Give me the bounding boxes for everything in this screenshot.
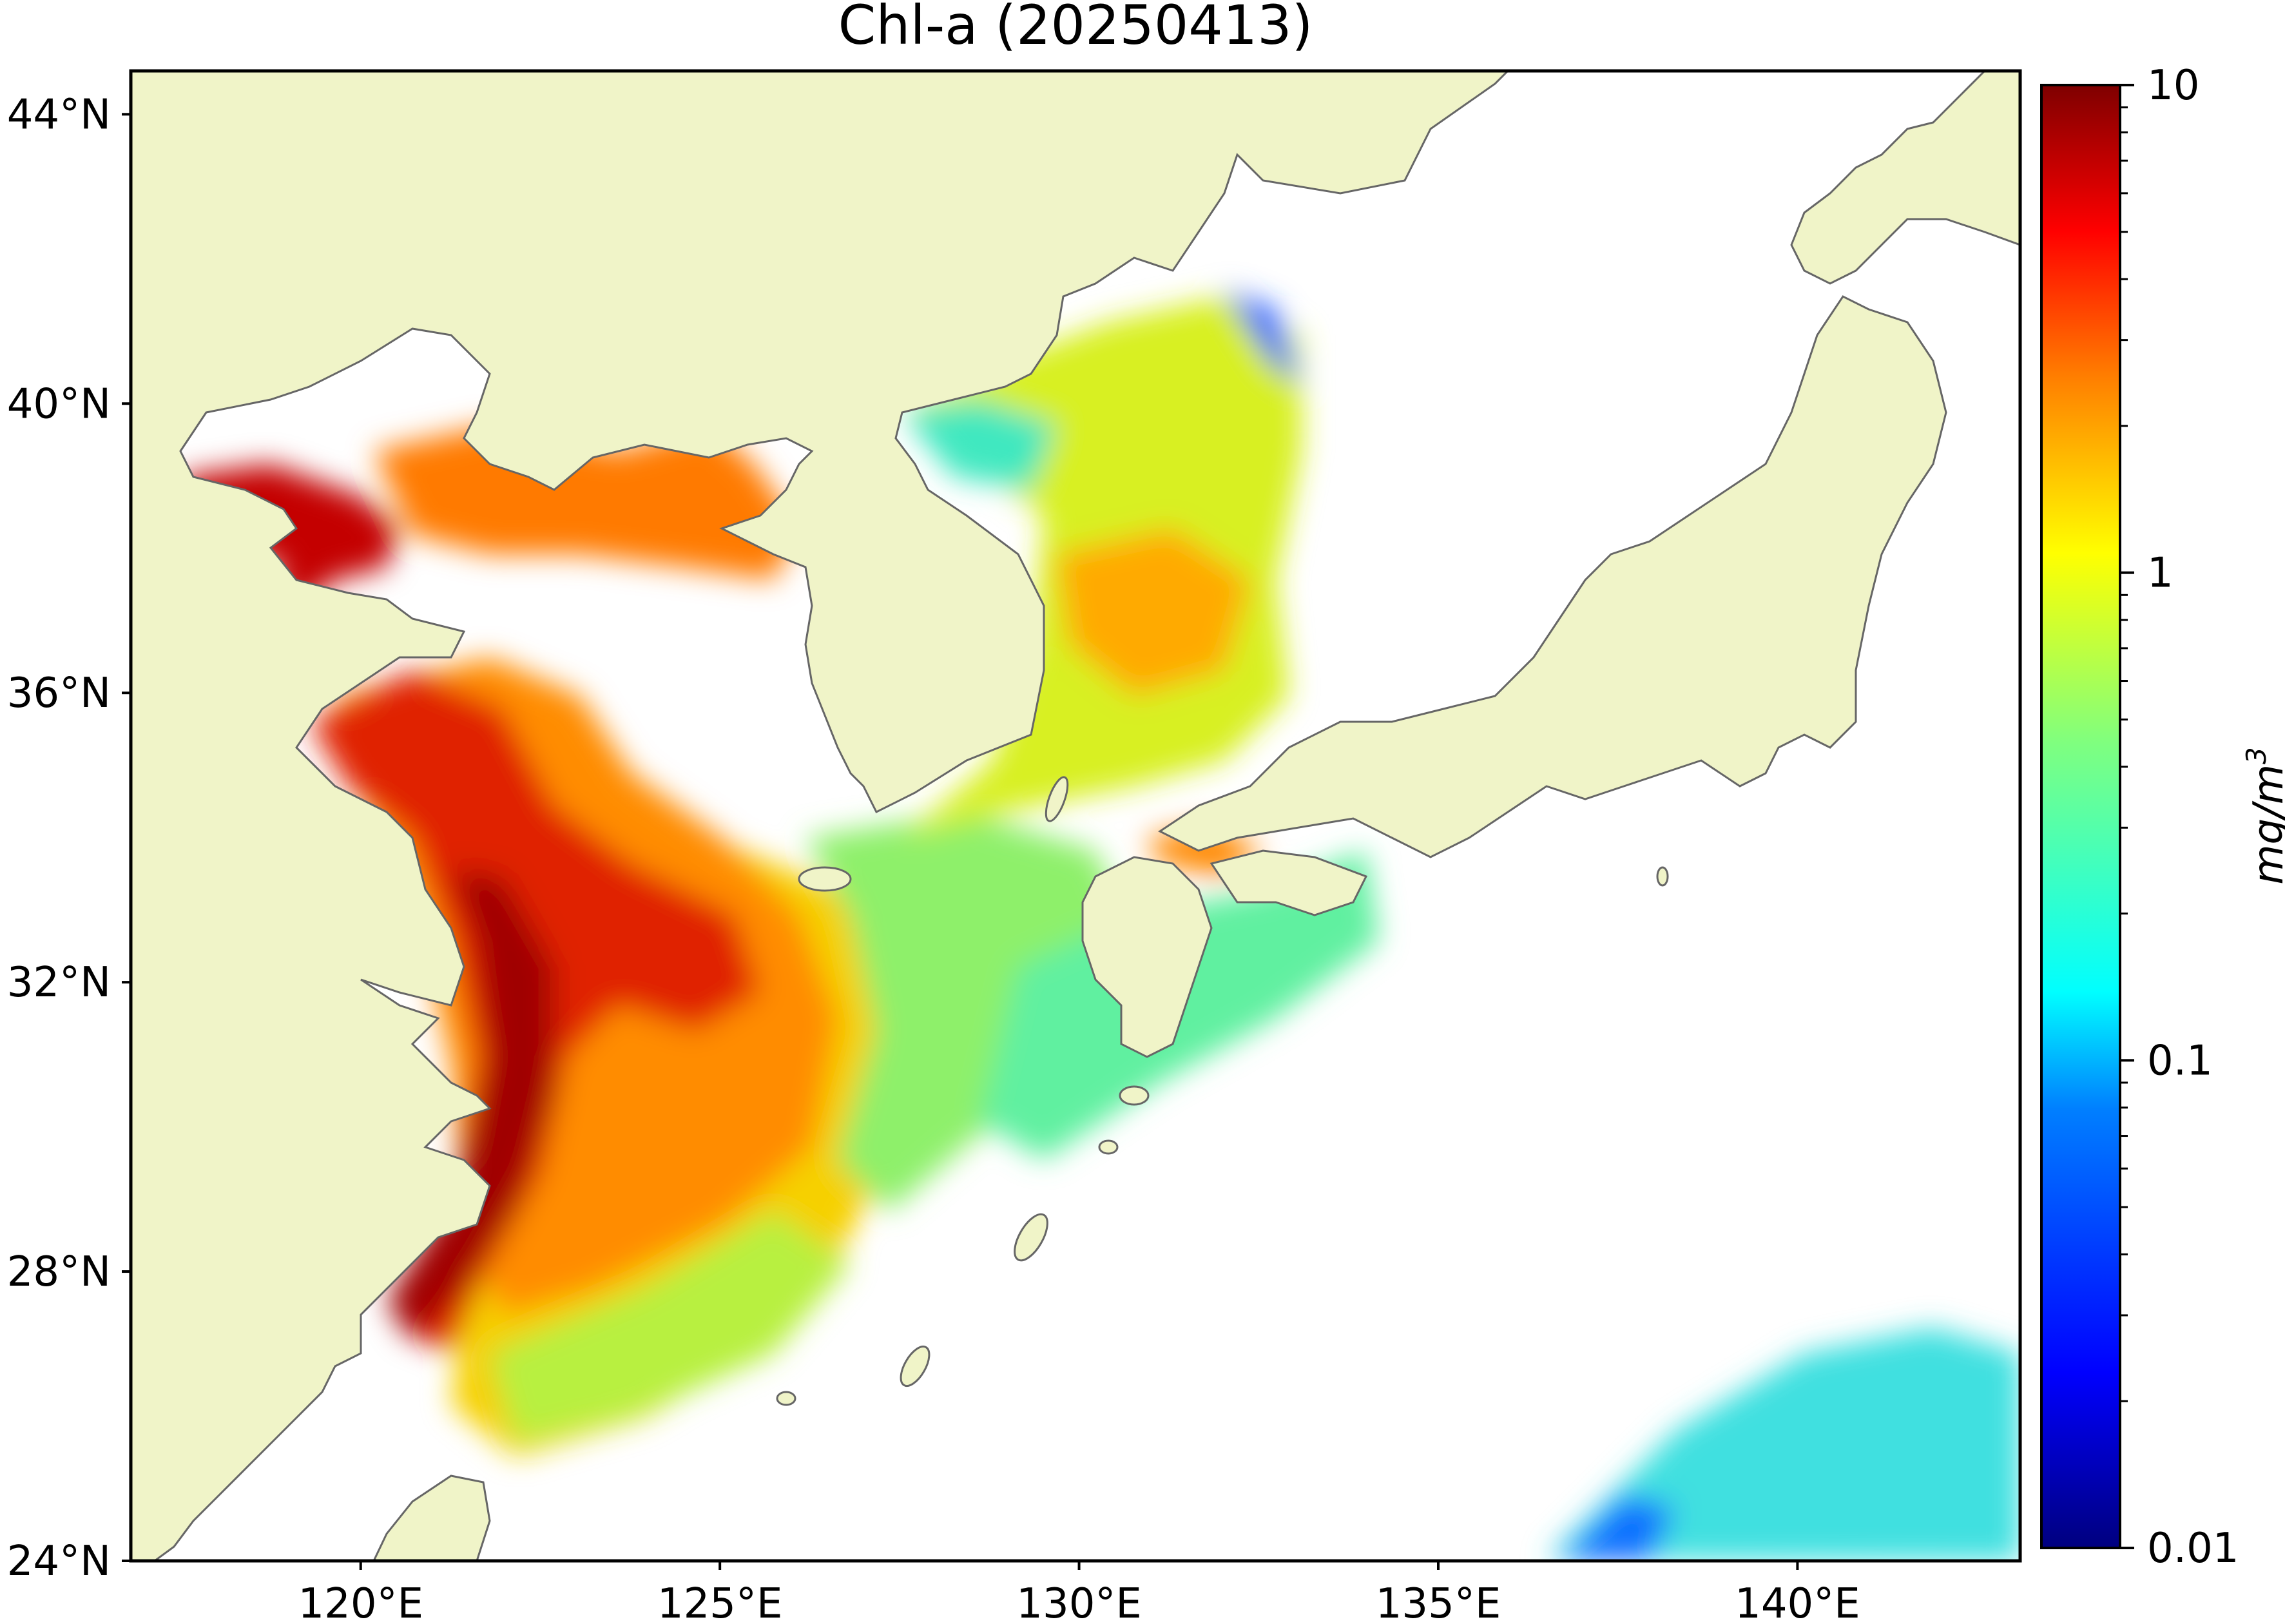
- colorbar-ticks: 10 1 0.1 0.01: [2120, 62, 2239, 1572]
- chl-se-blue: [1559, 1495, 1675, 1561]
- lat-tick-label: 28°N: [7, 1248, 111, 1296]
- chl-bohai-north: [374, 425, 799, 580]
- lon-tick-label: 120°E: [298, 1580, 423, 1624]
- longitude-axis: 120°E 125°E 130°E 135°E 140°E: [298, 1561, 1860, 1624]
- land-island-6: [1656, 866, 1669, 887]
- lat-tick-label: 36°N: [7, 670, 111, 717]
- colorbar-tick-label: 0.1: [2147, 1037, 2213, 1085]
- chl-south-green: [490, 1212, 851, 1444]
- lon-tick-label: 125°E: [657, 1580, 783, 1624]
- colorbar-label-superscript: 3: [2241, 747, 2272, 764]
- colorbar-tick-label: 1: [2147, 550, 2174, 597]
- colorbar: 10 1 0.1 0.01 mg/m3: [2040, 62, 2285, 1572]
- land-honshu: [1158, 295, 1947, 858]
- land-asia-mainland: [131, 71, 1510, 1561]
- chl-soj-blue-edge: [1224, 290, 1302, 387]
- land-island-5: [776, 1391, 796, 1406]
- colorbar-gradient: [2041, 85, 2120, 1548]
- lon-tick-label: 140°E: [1735, 1580, 1860, 1624]
- lat-tick-label: 24°N: [7, 1538, 111, 1585]
- colorbar-label: mg/m3: [2241, 747, 2285, 885]
- colorbar-tick-label: 10: [2147, 62, 2199, 110]
- land-island-2: [900, 1345, 930, 1387]
- chl-soj-orange-core: [1057, 528, 1250, 696]
- lon-tick-label: 135°E: [1376, 1580, 1501, 1624]
- map-frame: [129, 69, 2022, 1563]
- lat-tick-label: 40°N: [7, 380, 111, 428]
- colorbar-frame: [2040, 84, 2121, 1549]
- land-island-1: [1014, 1213, 1048, 1262]
- chl-se-cyan: [1547, 1328, 2020, 1561]
- land-hokkaido: [1790, 71, 2020, 285]
- land-shikoku: [1210, 849, 1368, 916]
- latitude-axis: 24°N 28°N 32°N 36°N 40°N 44°N: [7, 91, 131, 1585]
- chl-soj-cyan-north: [902, 400, 1057, 490]
- chl-green-belt: [805, 812, 1147, 1212]
- map-title: Chl-a (20250413): [838, 0, 1313, 57]
- land-jeju: [798, 866, 852, 892]
- land-island-4: [1098, 1139, 1119, 1155]
- land-kyushu: [1081, 856, 1213, 1058]
- colorbar-label-unit: mg/m: [2245, 764, 2285, 885]
- land: [131, 71, 2020, 1561]
- lat-tick-label: 44°N: [7, 91, 111, 139]
- map-area: [131, 71, 2020, 1561]
- land-taiwan: [372, 1474, 491, 1561]
- land-island-3: [1119, 1085, 1150, 1106]
- colorbar-tick-label: 0.01: [2147, 1525, 2239, 1572]
- land-island-7: [1045, 776, 1069, 822]
- lon-tick-label: 130°E: [1016, 1580, 1142, 1624]
- chl-coastal-darkred: [387, 870, 554, 1340]
- lat-tick-label: 32°N: [7, 959, 111, 1007]
